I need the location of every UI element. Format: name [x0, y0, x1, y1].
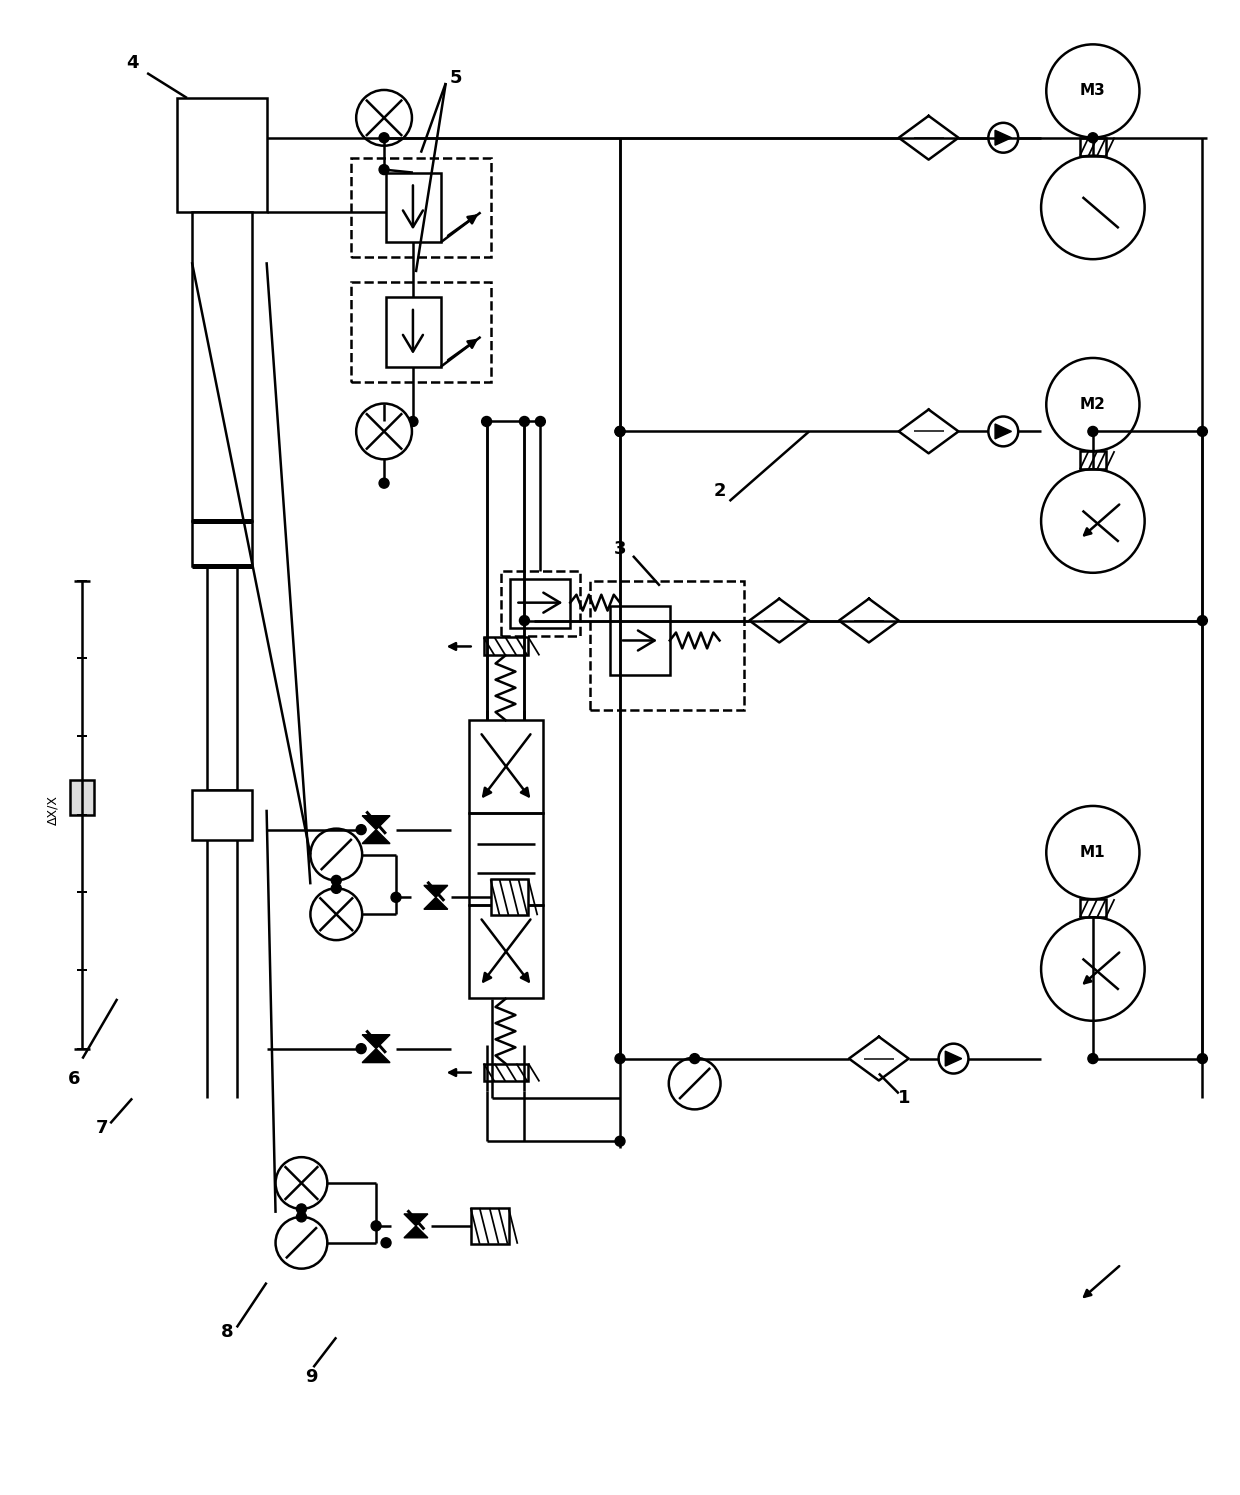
Bar	[207, 565, 237, 789]
Circle shape	[615, 1136, 625, 1147]
Bar	[192, 212, 252, 522]
Bar	[491, 879, 528, 915]
Circle shape	[520, 616, 529, 625]
Polygon shape	[424, 885, 448, 897]
Polygon shape	[404, 1214, 428, 1226]
Bar	[484, 1063, 528, 1081]
Circle shape	[379, 164, 389, 175]
Bar	[1080, 138, 1106, 155]
Circle shape	[310, 828, 362, 881]
Bar	[469, 813, 543, 906]
Text: 2: 2	[713, 483, 725, 501]
Text: M3: M3	[1080, 84, 1106, 99]
Text: M2: M2	[1080, 398, 1106, 413]
Bar	[469, 721, 543, 813]
Text: 6: 6	[68, 1069, 81, 1087]
Bar	[1080, 451, 1106, 469]
Bar	[351, 283, 491, 381]
Circle shape	[296, 1212, 306, 1221]
Polygon shape	[362, 816, 391, 830]
Circle shape	[275, 1157, 327, 1209]
Text: M1: M1	[1080, 845, 1106, 860]
Circle shape	[356, 1044, 366, 1054]
Polygon shape	[994, 425, 1012, 440]
Text: 4: 4	[126, 54, 139, 72]
Bar	[386, 172, 440, 242]
Bar	[469, 906, 543, 997]
Circle shape	[331, 876, 341, 885]
Circle shape	[356, 90, 412, 145]
Bar	[386, 298, 440, 366]
Circle shape	[615, 1054, 625, 1063]
Text: 7: 7	[95, 1120, 109, 1138]
Text: 9: 9	[305, 1368, 317, 1386]
Circle shape	[1042, 469, 1145, 573]
Circle shape	[331, 884, 341, 894]
Circle shape	[1047, 357, 1140, 451]
Circle shape	[371, 1221, 381, 1230]
Polygon shape	[362, 1035, 391, 1048]
Circle shape	[379, 133, 389, 142]
Circle shape	[988, 123, 1018, 152]
Circle shape	[520, 417, 529, 426]
Circle shape	[1087, 426, 1097, 437]
Circle shape	[939, 1044, 968, 1073]
Bar	[192, 789, 252, 840]
Polygon shape	[362, 1048, 391, 1063]
Circle shape	[296, 1203, 306, 1214]
Text: 1: 1	[898, 1090, 910, 1108]
Polygon shape	[404, 1226, 428, 1238]
Bar	[501, 571, 580, 635]
Circle shape	[1087, 1054, 1097, 1063]
Bar	[590, 580, 744, 710]
Circle shape	[1042, 918, 1145, 1021]
Circle shape	[1198, 616, 1208, 625]
Circle shape	[1042, 155, 1145, 259]
Polygon shape	[424, 897, 448, 909]
Polygon shape	[994, 130, 1012, 145]
Bar	[610, 605, 670, 676]
Bar	[511, 579, 570, 628]
Circle shape	[408, 417, 418, 426]
Circle shape	[988, 417, 1018, 447]
Circle shape	[1198, 1054, 1208, 1063]
Text: 3: 3	[614, 540, 626, 558]
Polygon shape	[945, 1051, 962, 1066]
Circle shape	[1198, 426, 1208, 437]
Circle shape	[1047, 45, 1140, 138]
Bar	[71, 780, 94, 815]
Circle shape	[536, 417, 546, 426]
Text: ΔX/X: ΔX/X	[46, 795, 60, 825]
Circle shape	[1087, 133, 1097, 142]
Circle shape	[379, 478, 389, 489]
Text: 8: 8	[221, 1323, 233, 1341]
Circle shape	[356, 404, 412, 459]
Circle shape	[615, 426, 625, 437]
Circle shape	[1047, 806, 1140, 898]
Circle shape	[668, 1057, 720, 1109]
Bar	[351, 157, 491, 257]
Polygon shape	[362, 830, 391, 843]
Circle shape	[615, 426, 625, 437]
Circle shape	[275, 1217, 327, 1269]
Bar	[192, 522, 252, 565]
Circle shape	[310, 888, 362, 940]
Bar	[1080, 898, 1106, 918]
Circle shape	[356, 825, 366, 834]
Bar	[177, 99, 267, 212]
Circle shape	[689, 1054, 699, 1063]
Circle shape	[391, 893, 401, 903]
Text: 5: 5	[449, 69, 463, 87]
Circle shape	[381, 1238, 391, 1248]
Bar	[471, 1208, 508, 1244]
Circle shape	[481, 417, 491, 426]
Bar	[484, 637, 528, 655]
